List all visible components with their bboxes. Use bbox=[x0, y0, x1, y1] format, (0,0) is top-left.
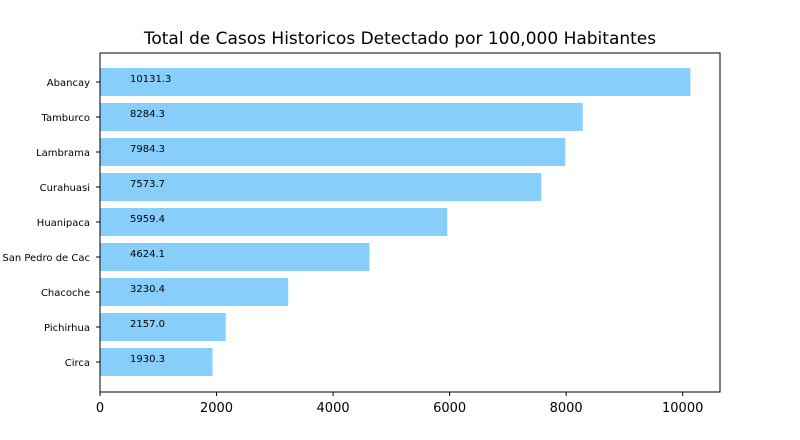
x-tick-label-3: 6000 bbox=[433, 401, 466, 416]
x-tick-label-0: 0 bbox=[96, 401, 104, 416]
bar-8 bbox=[100, 348, 213, 376]
value-label-1: 8284.3 bbox=[130, 109, 165, 120]
category-label-7: Pichirhua bbox=[44, 323, 90, 334]
x-tick-label-1: 2000 bbox=[200, 401, 233, 416]
value-label-0: 10131.3 bbox=[130, 74, 171, 85]
value-label-2: 7984.3 bbox=[130, 144, 165, 155]
bar-7 bbox=[100, 313, 226, 341]
plot-frame bbox=[99, 52, 721, 393]
value-labels-layer: 10131.3 8284.3 7984.3 7573.7 5959.4 4624.1 323… bbox=[130, 74, 171, 365]
value-label-7: 2157.0 bbox=[130, 319, 165, 330]
bar-3 bbox=[100, 173, 542, 201]
category-label-3: Curahuasi bbox=[40, 183, 90, 194]
value-label-5: 4624.1 bbox=[130, 249, 165, 260]
x-tick-label-2: 4000 bbox=[317, 401, 350, 416]
bar-4 bbox=[100, 208, 448, 236]
bars-layer bbox=[100, 68, 691, 376]
value-label-6: 3230.4 bbox=[130, 284, 165, 295]
category-label-1: Tamburco bbox=[40, 113, 90, 124]
x-axis: 0 2000 4000 6000 8000 10000 bbox=[96, 392, 703, 416]
x-tick-label-4: 8000 bbox=[550, 401, 583, 416]
bar-1 bbox=[100, 103, 583, 131]
category-label-6: Chacoche bbox=[41, 288, 90, 299]
category-label-2: Lambrama bbox=[36, 148, 90, 159]
category-label-4: Huanipaca bbox=[37, 218, 90, 229]
bar-2 bbox=[100, 138, 566, 166]
y-axis: Abancay Tamburco Lambrama Curahuasi Huanipac… bbox=[2, 78, 100, 369]
value-label-3: 7573.7 bbox=[130, 179, 165, 190]
bar-0 bbox=[100, 68, 691, 96]
bar-5 bbox=[100, 243, 370, 271]
value-label-8: 1930.3 bbox=[130, 354, 165, 365]
category-label-0: Abancay bbox=[47, 78, 90, 89]
category-label-5: San Pedro de Cac bbox=[2, 253, 90, 264]
value-label-4: 5959.4 bbox=[130, 214, 165, 225]
bar-6 bbox=[100, 278, 289, 306]
chart-title: Total de Casos Historicos Detectado por … bbox=[143, 29, 656, 49]
category-label-8: Circa bbox=[65, 358, 90, 369]
x-tick-label-5: 10000 bbox=[662, 401, 703, 416]
